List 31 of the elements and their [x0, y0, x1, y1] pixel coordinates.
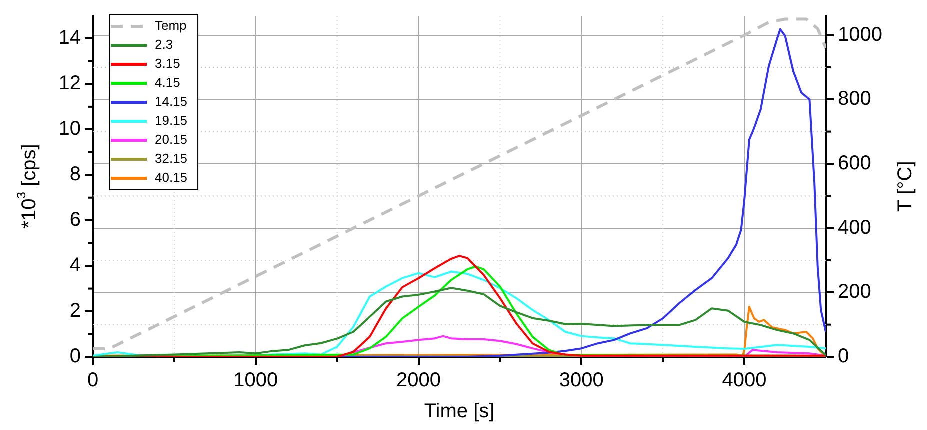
x-tick-label: 3000: [559, 370, 604, 392]
legend-label: 19.15: [155, 113, 188, 128]
y-tick-label: 10: [58, 118, 81, 140]
y2-tick-label: 200: [838, 281, 872, 304]
legend-label: 40.15: [155, 170, 188, 186]
y2-tick-label: 1000: [838, 24, 882, 46]
x-tick-label: 2000: [396, 370, 442, 392]
legend-label: 2.3: [155, 37, 174, 52]
y-tick-label: 6: [70, 209, 81, 232]
y2-tick-label: 400: [838, 216, 872, 239]
y2-tick-label: 600: [838, 152, 872, 174]
x-tick-label: 1000: [234, 370, 278, 392]
y-tick-label: 2: [70, 300, 81, 322]
x-tick-label: 4000: [722, 370, 767, 392]
x-tick-label: 0: [87, 370, 99, 392]
y-tick-label: 0: [70, 346, 81, 368]
legend-label: 20.15: [155, 132, 188, 148]
legend-label: Temp: [155, 18, 187, 34]
y2-tick-label: 0: [838, 346, 850, 368]
legend-label: 4.15: [155, 75, 180, 90]
x-axis-title: Time [s]: [424, 400, 495, 423]
y-tick-label: 4: [70, 254, 81, 277]
legend-label: 3.15: [155, 56, 180, 72]
y2-axis-title: T [°C]: [894, 161, 917, 212]
legend-label: 14.15: [155, 94, 188, 110]
y-tick-label: 12: [58, 72, 81, 95]
y-tick-label: 14: [58, 27, 81, 50]
y2-tick-label: 800: [838, 88, 872, 110]
y-axis-title: *103 [cps]: [14, 144, 41, 229]
legend-label: 32.15: [155, 151, 188, 166]
y-tick-label: 8: [70, 164, 81, 186]
